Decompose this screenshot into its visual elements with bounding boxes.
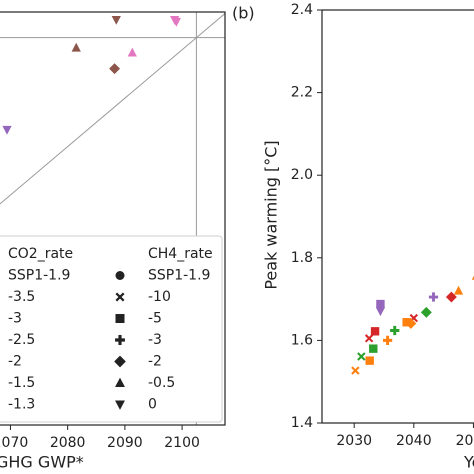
legend-label: -1.3 (8, 397, 35, 413)
y-tick-label: 2.2 (291, 85, 313, 101)
axes-frame (321, 9, 474, 424)
y-tick-label: 2.4 (291, 2, 313, 18)
x-tick-label: 2040 (396, 433, 432, 449)
legend-label: -3 (8, 311, 22, 327)
x-tick-label: 2100 (164, 435, 200, 451)
point (453, 285, 464, 295)
legend-label: SSP1-1.9 (8, 268, 70, 284)
legend-marker (114, 355, 126, 368)
legend-title: CH4_rate (148, 246, 213, 262)
y-tick-label: 2.0 (291, 167, 313, 183)
point (405, 318, 417, 329)
point (351, 366, 360, 375)
x-tick-label: 2090 (107, 435, 143, 451)
point (369, 344, 378, 353)
point (111, 15, 121, 25)
legend-marker (115, 314, 125, 323)
point (71, 42, 81, 52)
point (376, 299, 385, 309)
point (370, 327, 380, 336)
axes-frame (0, 11, 226, 426)
legend-marker (115, 292, 125, 302)
panel-label: (b) (232, 4, 255, 23)
y-tick-label: 1.8 (291, 250, 313, 266)
legend-label: -0.5 (148, 375, 175, 391)
point (428, 292, 439, 302)
identity-line (0, 13, 226, 205)
legend-label: -2 (8, 354, 22, 370)
legend-label: 0 (148, 397, 157, 413)
point (127, 47, 137, 57)
legend-marker (115, 377, 125, 388)
legend-label: -1.5 (8, 375, 35, 391)
legend-title: CO2_rate (8, 246, 73, 262)
x-axis-label: Year (463, 453, 474, 472)
y-tick-label: 1.4 (291, 415, 313, 431)
point (382, 335, 393, 346)
x-tick-label: 2030 (336, 433, 372, 449)
x-tick-label: 2070 (0, 435, 28, 451)
x-tick-label: 2080 (50, 435, 86, 451)
x-tick-label: 2050 (456, 433, 474, 449)
legend-label: -2 (148, 354, 162, 370)
point (2, 125, 12, 135)
point (171, 17, 181, 27)
y-tick-label: 1.6 (291, 332, 313, 348)
point (390, 325, 400, 336)
x-axis-label: GHG GWP* (0, 453, 84, 472)
legend-label: -5 (148, 311, 162, 327)
legend-label: -10 (148, 289, 171, 305)
legend-marker (115, 271, 125, 280)
point (357, 352, 366, 361)
point (365, 356, 374, 365)
point (471, 275, 474, 280)
point (364, 334, 374, 343)
legend-box (0, 235, 223, 423)
legend-marker (115, 400, 125, 410)
legend-marker (115, 335, 125, 345)
point (109, 63, 121, 75)
legend-label: SSP1-1.9 (148, 268, 210, 284)
legend-label: -2.5 (8, 332, 35, 348)
point (375, 307, 386, 317)
point (420, 306, 432, 318)
legend-label: -3 (148, 332, 162, 348)
legend-label: -3.5 (8, 289, 35, 305)
y-axis-label: Peak warming [°C] (262, 140, 281, 289)
point (445, 291, 457, 303)
